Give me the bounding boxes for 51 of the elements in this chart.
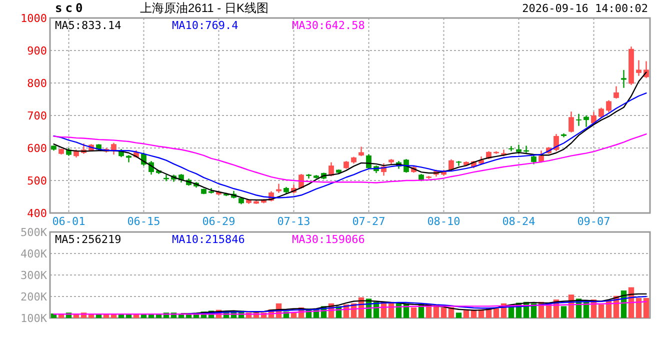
y-tick-label: 600	[27, 142, 47, 155]
text: MA5:833.14	[55, 19, 122, 32]
candlestick	[568, 111, 574, 133]
x-tick-label: 08-24	[502, 215, 536, 228]
chart-title: 上海原油2611 - 日K线图	[140, 1, 268, 15]
x-tick-label: 09-07	[577, 215, 610, 228]
text: MA5:256219	[55, 233, 122, 246]
text: MA30:642.58	[292, 19, 365, 32]
text: MA10:769.4	[172, 19, 239, 32]
candlestick	[554, 133, 559, 152]
text: MA10:215846	[172, 233, 245, 246]
candlestick	[584, 114, 589, 128]
text: MA30:159066	[292, 233, 365, 246]
x-tick-label: 07-13	[277, 215, 310, 228]
y-tick-label: 700	[27, 110, 47, 122]
y-tick-label: 800	[27, 77, 47, 90]
x-tick-label: 06-15	[127, 215, 160, 228]
candlestick	[328, 162, 334, 177]
candlestick	[456, 160, 462, 166]
candlestick	[614, 86, 619, 100]
y-tick-label: 500	[27, 174, 47, 188]
x-tick-label: 07-27	[352, 215, 386, 228]
candlestick	[516, 144, 522, 154]
candlestick	[621, 69, 626, 88]
y-tick-label: 1000	[20, 12, 47, 25]
x-tick-label: 06-29	[202, 215, 236, 228]
line-series	[53, 92, 647, 198]
candlestick	[358, 146, 364, 157]
candlestick	[448, 158, 454, 172]
y-tick-label: 900	[27, 44, 47, 58]
y-tick-label: 400	[27, 207, 47, 220]
y-tick-label: 500K	[20, 226, 48, 239]
y-tick-label: 100K	[20, 312, 48, 325]
candlestick	[598, 107, 604, 119]
line-series	[53, 301, 647, 315]
line-series	[53, 133, 647, 184]
y-tick-label: 400K	[20, 248, 48, 260]
y-tick-label: 300K	[20, 269, 48, 282]
candlestick	[111, 142, 116, 156]
candlestick	[538, 150, 544, 164]
candlestick	[576, 113, 582, 126]
chart-subtitle: sc0	[55, 1, 86, 15]
y-tick-label: 200K	[20, 290, 48, 304]
candlestick	[366, 154, 372, 170]
x-tick-label: 08-10	[427, 215, 460, 228]
candlestick	[126, 154, 132, 163]
text: 2026-09-16 14:00:02	[522, 2, 648, 15]
candlestick	[508, 145, 514, 152]
candlestick	[606, 100, 612, 113]
candlestick	[636, 60, 642, 76]
x-tick-label: 06-01	[52, 215, 86, 228]
